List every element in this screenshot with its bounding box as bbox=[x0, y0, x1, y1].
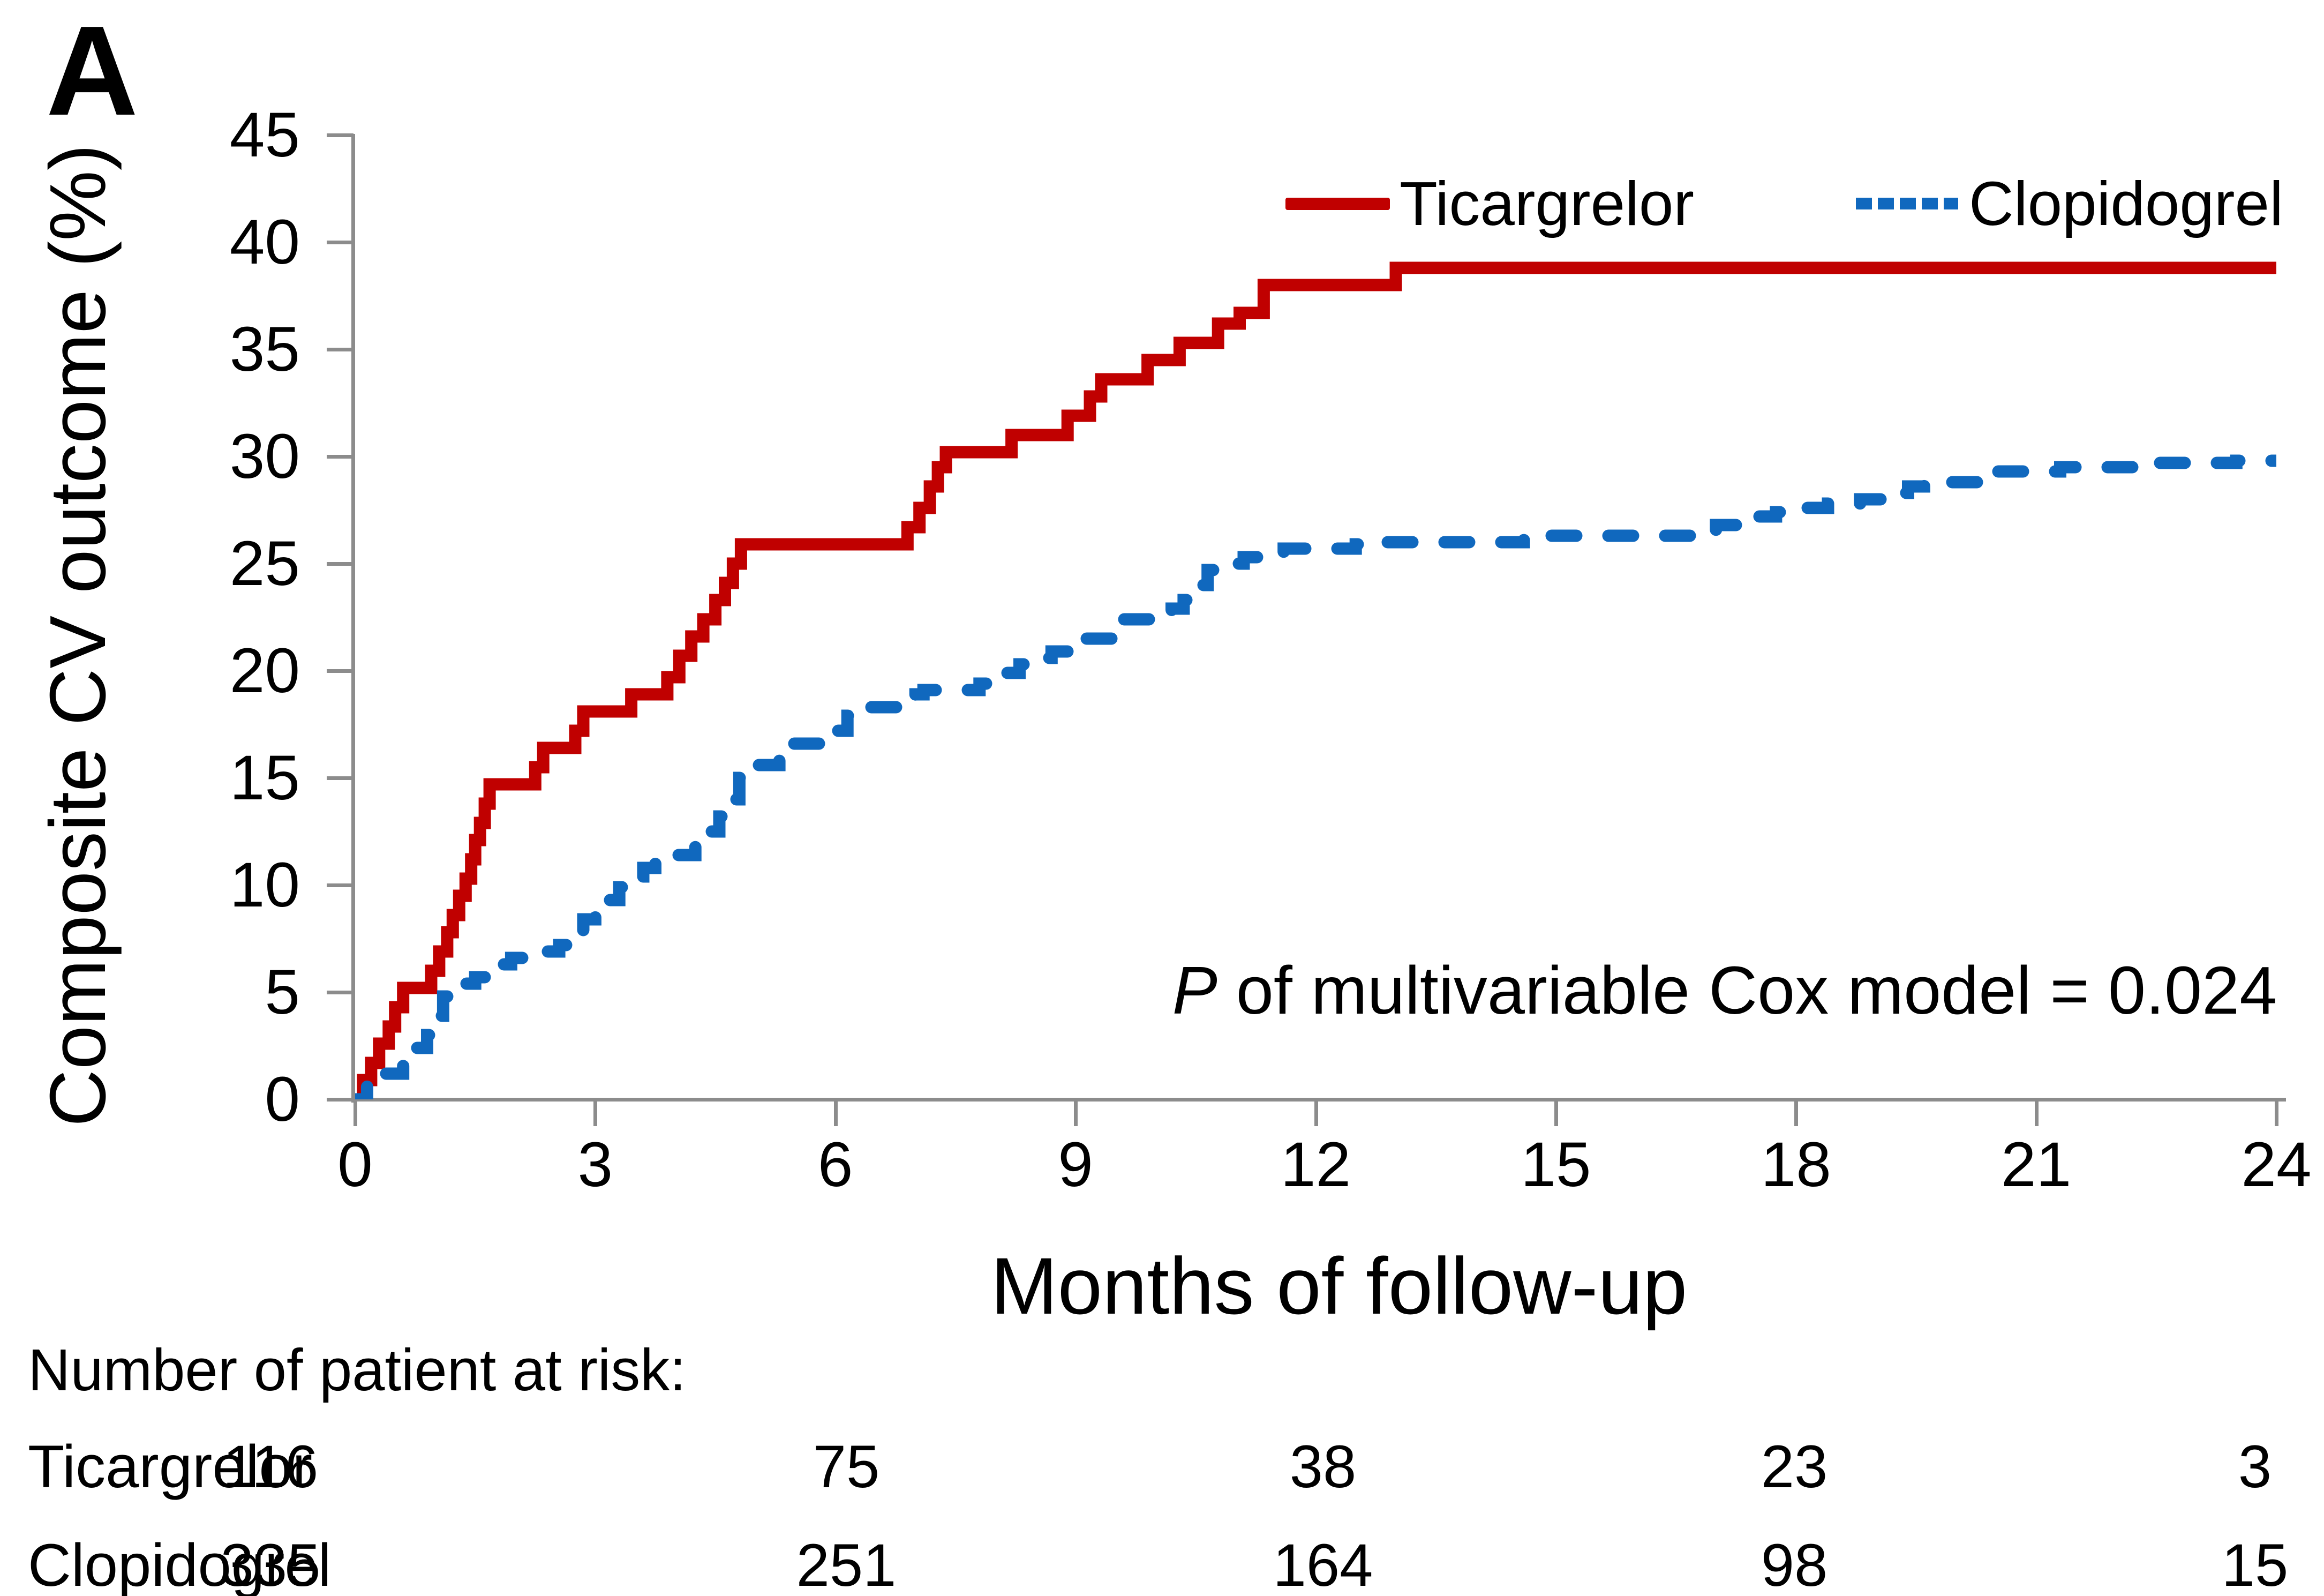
x-tick-mark bbox=[2275, 1099, 2278, 1126]
x-tick-mark bbox=[2034, 1099, 2039, 1126]
y-tick-mark bbox=[327, 562, 354, 566]
x-tick-label: 21 bbox=[2000, 1129, 2072, 1200]
y-tick-mark bbox=[327, 991, 354, 994]
x-tick-label: 15 bbox=[1521, 1129, 1591, 1200]
panel-label: A bbox=[46, 0, 138, 142]
y-tick-label: 5 bbox=[265, 957, 300, 1028]
x-tick-label: 12 bbox=[1280, 1129, 1351, 1200]
y-tick-label: 15 bbox=[229, 743, 300, 813]
risk-value-ticargrelor-m12: 38 bbox=[1289, 1433, 1357, 1500]
p-value-annotation: P of multivariable Cox model = 0.024 bbox=[1146, 955, 2303, 1026]
curve-ticargrelor bbox=[355, 261, 2276, 1099]
y-tick-label: 25 bbox=[229, 528, 300, 599]
curve-clopidogrel bbox=[355, 454, 2276, 1099]
x-tick-mark bbox=[1554, 1099, 1558, 1126]
survival-curves-plot bbox=[355, 261, 2276, 1099]
risk-row-label-clopidogrel: Clopidogrel bbox=[28, 1532, 332, 1596]
risk-row-label-ticargrelor: Ticargrelor bbox=[28, 1433, 313, 1500]
x-tick-label: 24 bbox=[2241, 1129, 2312, 1200]
y-tick-label: 10 bbox=[229, 850, 300, 920]
risk-value-clopidogrel-m18: 98 bbox=[1761, 1532, 1828, 1596]
risk-value-clopidogrel-m12: 164 bbox=[1273, 1532, 1373, 1596]
risk-table-title: Number of patient at risk: bbox=[28, 1337, 686, 1403]
x-tick-label: 18 bbox=[1761, 1129, 1831, 1200]
y-tick-mark bbox=[327, 883, 354, 887]
x-tick-label: 3 bbox=[577, 1129, 613, 1200]
y-tick-label: 45 bbox=[229, 100, 300, 170]
y-tick-label: 35 bbox=[229, 314, 300, 385]
x-tick-label: 6 bbox=[817, 1129, 853, 1200]
y-tick-label: 20 bbox=[229, 635, 300, 706]
y-tick-label: 40 bbox=[229, 207, 300, 278]
clopidogrel-dash-sample bbox=[1856, 198, 1959, 209]
risk-value-ticargrelor-m6: 75 bbox=[813, 1433, 880, 1500]
x-axis-line bbox=[351, 1098, 2286, 1102]
y-tick-label: 30 bbox=[229, 421, 300, 492]
y-tick-mark bbox=[327, 348, 354, 351]
y-tick-mark bbox=[327, 1098, 354, 1102]
y-axis-line bbox=[351, 134, 355, 1103]
y-tick-label: 0 bbox=[265, 1064, 300, 1135]
x-tick-label: 0 bbox=[337, 1129, 373, 1200]
x-tick-label: 9 bbox=[1058, 1129, 1093, 1200]
risk-value-ticargrelor-m24: 3 bbox=[2238, 1433, 2272, 1500]
x-tick-mark bbox=[354, 1099, 357, 1126]
risk-value-clopidogrel-m24: 15 bbox=[2221, 1532, 2289, 1596]
legend: Ticargrelor Clopidogrel bbox=[1285, 170, 2283, 237]
y-tick-mark bbox=[327, 776, 354, 780]
y-tick-mark bbox=[327, 241, 354, 244]
risk-value-ticargrelor-m0: 116 bbox=[222, 1433, 319, 1500]
x-tick-mark bbox=[593, 1099, 598, 1126]
legend-label-clopidogrel: Clopidogrel bbox=[1969, 169, 2283, 238]
legend-item-clopidogrel: Clopidogrel bbox=[1855, 170, 2283, 237]
legend-item-ticargrelor: Ticargrelor bbox=[1285, 170, 1694, 237]
p-annotation-text: of multivariable Cox model = 0.024 bbox=[1217, 953, 2277, 1028]
ticargrelor-line-sample bbox=[1285, 197, 1390, 210]
x-tick-mark bbox=[1074, 1099, 1078, 1126]
x-tick-mark bbox=[833, 1099, 838, 1126]
risk-value-ticargrelor-m18: 23 bbox=[1761, 1433, 1828, 1500]
risk-value-clopidogrel-m0: 335 bbox=[220, 1532, 321, 1596]
y-tick-mark bbox=[327, 669, 354, 673]
x-axis-title: Months of follow-up bbox=[990, 1241, 1688, 1331]
y-tick-mark bbox=[327, 133, 354, 137]
legend-label-ticargrelor: Ticargrelor bbox=[1400, 169, 1695, 238]
x-tick-mark bbox=[1794, 1099, 1799, 1126]
x-tick-mark bbox=[1314, 1099, 1318, 1126]
y-tick-mark bbox=[327, 455, 354, 459]
risk-value-clopidogrel-m6: 251 bbox=[796, 1532, 897, 1596]
p-symbol: P bbox=[1172, 953, 1217, 1028]
